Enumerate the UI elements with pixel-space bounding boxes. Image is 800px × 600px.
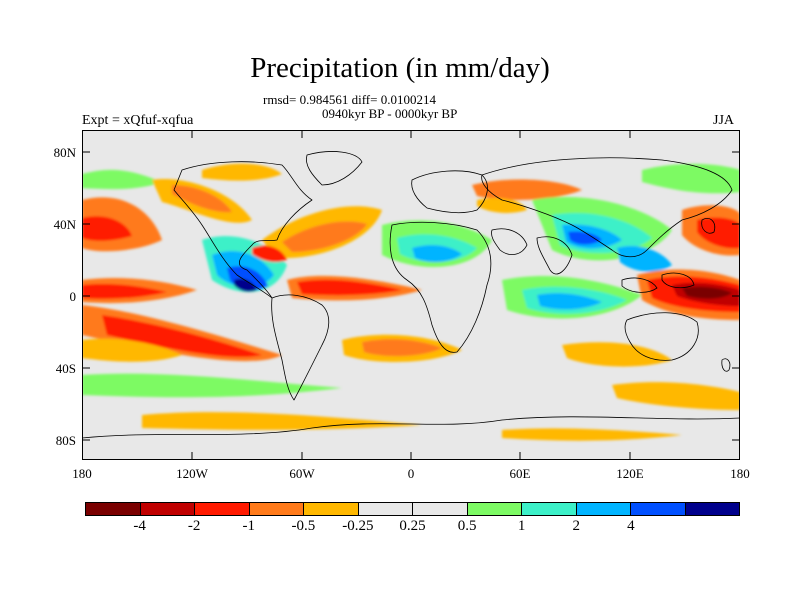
lat-tick-label: 40S [55, 361, 76, 376]
anomaly-blob [82, 216, 132, 241]
lat-tick-label: 40N [53, 217, 76, 232]
lon-tick-label: 60E [509, 466, 531, 481]
colorbar-swatch [358, 503, 413, 515]
lat-tick-label: 0 [69, 289, 77, 304]
precipitation-map [82, 130, 740, 460]
anomaly-blob [562, 342, 672, 367]
anomaly-blob [142, 412, 422, 430]
anomaly-blob [412, 245, 462, 263]
stats-subtitle: rmsd= 0.984561 diff= 0.0100214 [263, 92, 436, 107]
colorbar-label: 0.5 [457, 518, 477, 534]
coastline [721, 358, 731, 372]
colorbar-swatch [631, 503, 686, 515]
anomaly-blob [172, 185, 232, 213]
anomaly-blob [82, 283, 167, 299]
colorbar-label: -2 [187, 518, 201, 534]
colorbar-label: -4 [133, 518, 146, 534]
colorbar-label: -1 [242, 518, 256, 534]
anomaly-blob [617, 245, 672, 272]
colorbar-swatch [467, 503, 522, 515]
anomaly-blob [477, 198, 527, 213]
lon-tick-label: 60W [289, 466, 315, 481]
coastline [536, 236, 573, 275]
colorbar-swatch [140, 503, 195, 515]
colorbar-swatch [249, 503, 304, 515]
anomaly-blob [642, 163, 740, 194]
period-subtitle: 0940kyr BP - 0000kyr BP [322, 106, 458, 121]
anomaly-blob [234, 278, 257, 292]
axis-ticks [82, 130, 740, 460]
colorbar-swatch [576, 503, 631, 515]
anomaly-blob [102, 315, 262, 358]
colorbar-swatch [522, 503, 577, 515]
coastline [491, 228, 528, 255]
coastline [481, 157, 733, 258]
anomaly-blob [537, 293, 602, 310]
colorbar-label: 2 [572, 518, 581, 534]
lon-tick-label: 120W [176, 466, 208, 481]
coastline [661, 272, 695, 289]
coastline [621, 277, 658, 293]
colorbar-label: 4 [627, 518, 635, 534]
anomaly-field [82, 163, 740, 441]
colorbar-label: 1 [517, 518, 526, 534]
anomaly-blob [202, 163, 282, 181]
coastline [271, 294, 330, 401]
colorbar-label: 0.25 [399, 518, 426, 534]
colorbar-swatch [413, 503, 468, 515]
coastline [389, 221, 492, 353]
coastline [624, 312, 699, 361]
colorbar-swatch [86, 503, 141, 515]
lon-tick-label: 0 [407, 466, 415, 481]
colorbar-swatch [195, 503, 250, 515]
coastline [411, 170, 488, 214]
season-label: JJA [713, 113, 735, 128]
anomaly-blob [252, 245, 287, 263]
anomaly-blob [82, 338, 182, 362]
anomaly-blob [82, 169, 162, 190]
anomaly-blob [297, 279, 402, 296]
anomaly-blob [82, 373, 342, 398]
colorbar-swatch [685, 503, 739, 515]
map-title: Precipitation (in mm/day) [250, 52, 550, 84]
anomaly-blob [612, 382, 740, 410]
lat-tick-label: 80N [53, 145, 76, 160]
lon-tick-label: 180 [72, 466, 92, 481]
anomaly-blob [697, 217, 740, 249]
coastline [82, 416, 740, 439]
lon-tick-label: 120E [616, 466, 644, 481]
anomaly-blob [682, 286, 732, 299]
colorbar-swatch [304, 503, 359, 515]
anomaly-blob [362, 339, 442, 357]
lat-tick-label: 80S [55, 433, 76, 448]
anomaly-blob [282, 221, 367, 252]
colorbar [85, 502, 740, 516]
colorbar-label: -0.25 [342, 518, 374, 534]
coastline [305, 151, 363, 186]
coastline [701, 217, 716, 234]
colorbar-label: -0.5 [291, 518, 316, 534]
anomaly-blob [472, 179, 582, 200]
coastlines [82, 151, 740, 439]
coastline [173, 161, 313, 299]
anomaly-blob [502, 428, 682, 441]
anomaly-blob [568, 231, 602, 245]
lon-tick-label: 180 [730, 466, 750, 481]
experiment-label: Expt = xQfuf-xqfua [82, 113, 194, 128]
